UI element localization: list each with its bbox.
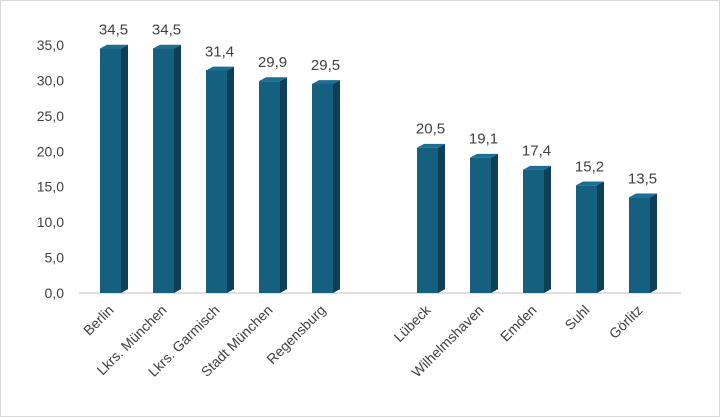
data-label: 19,1 [469,131,498,148]
y-tick-label: 30,0 [37,72,64,88]
bar-side [333,80,340,293]
y-tick-label: 20,0 [37,143,64,159]
bar-top [629,193,657,198]
bar-top [259,77,287,82]
y-tick-label: 5,0 [45,250,65,266]
data-labels: 34,5 34,5 31,4 29,9 29,5 20,5 19,1 17,4 15,2 13,5 [99,22,657,188]
bar [259,77,287,293]
bar [153,44,181,293]
bar-front [259,81,280,293]
bar [312,80,340,293]
bar [629,193,657,293]
y-tick-label: 10,0 [37,214,64,230]
data-label: 13,5 [628,170,657,187]
bar-side [174,44,181,293]
data-label: 31,4 [205,44,234,61]
data-label: 20,5 [416,121,445,138]
data-label: 15,2 [575,158,604,175]
data-label: 17,4 [522,143,551,160]
bar-front [523,169,544,293]
category-label: Lübeck [390,301,434,345]
bar [100,44,128,293]
y-tick-label: 25,0 [37,108,64,124]
bar-front [153,48,174,293]
bar-top [312,80,340,84]
y-tick-label: 0,0 [45,285,65,301]
bar-side [227,66,234,293]
bar-side [121,44,128,293]
data-label: 29,9 [258,54,287,71]
bar [576,181,604,293]
bar-front [470,157,491,293]
bar-side [597,181,604,293]
data-label: 29,5 [311,57,340,74]
bar-side [438,143,445,293]
category-label: Emden [497,302,540,345]
data-label: 34,5 [99,22,128,39]
bars [100,44,657,293]
bar-top [417,143,445,148]
bar-front [206,70,227,293]
bar-front [100,48,121,293]
bar [523,165,551,293]
bar-side [491,153,498,293]
bar-top [523,165,551,170]
bar [206,66,234,293]
bar-front [629,197,650,293]
category-label: Görlitz [606,302,646,342]
bar-side [650,193,657,293]
bar [470,153,498,293]
bar-side [280,77,287,293]
bar-top [153,44,181,49]
bar [417,143,445,293]
bar-side [544,165,551,293]
bar-top [470,153,498,158]
bar-top [206,66,234,71]
y-tick-label: 35,0 [37,37,64,53]
bar-top [100,44,128,49]
category-label: Berlin [80,302,117,339]
y-tick-label: 15,0 [37,179,64,195]
bar-front [576,185,597,293]
bar-top [576,181,604,186]
data-label: 34,5 [152,22,181,39]
bar-front [312,83,333,293]
category-label: Suhl [561,302,592,333]
y-axis-tick-labels: 0,0 5,0 10,0 15,0 20,0 25,0 30,0 35,0 [37,37,64,301]
bar-front [417,147,438,293]
